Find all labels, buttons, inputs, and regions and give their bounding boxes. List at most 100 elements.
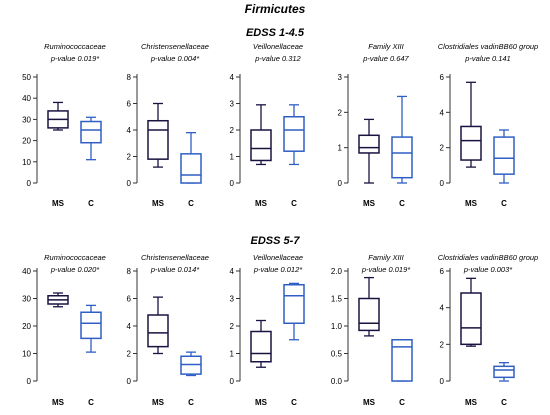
y-tick-label: 0 <box>27 179 32 188</box>
plot-1: Ruminococcaceae p-value 0.019* 0 10 20 30 40 50… <box>22 42 106 208</box>
figure-title: Firmicutes <box>244 2 306 16</box>
plot-5: Clostridiales vadinBB60 group p-value 0.1… <box>438 42 538 208</box>
group-title-edss-5-7: EDSS 5-7 <box>250 235 300 247</box>
p-value-label: p-value 0.012* <box>253 265 303 274</box>
category-label-c: C <box>88 199 94 208</box>
y-tick-label: 50 <box>22 73 31 82</box>
y-tick-label: 6 <box>127 100 132 109</box>
y-tick-label: 2 <box>338 108 343 117</box>
y-tick-label: 3 <box>338 73 343 82</box>
box-iqr <box>80 311 102 340</box>
box-c <box>180 131 202 184</box>
panel-title: Ruminococcaceae <box>44 253 106 262</box>
box-c <box>80 304 102 353</box>
category-label-ms: MS <box>152 398 165 407</box>
box-ms <box>358 118 380 184</box>
box-iqr <box>358 134 380 154</box>
y-tick-label: 4 <box>440 304 445 313</box>
category-label-ms: MS <box>465 398 478 407</box>
y-tick-label: 3 <box>230 100 235 109</box>
y-tick-label: 0 <box>27 377 32 386</box>
y-tick-label: 0.5 <box>331 350 343 359</box>
box-iqr <box>391 339 413 382</box>
box-iqr <box>147 119 169 160</box>
box-ms <box>460 81 482 168</box>
y-tick-label: 0 <box>127 179 132 188</box>
y-tick-label: 1 <box>230 350 235 359</box>
plot-4: Family XIII p-value 0.647 0 1 2 3 MS C <box>338 42 413 208</box>
box-ms <box>358 276 380 337</box>
box-iqr <box>460 292 482 346</box>
box-iqr <box>493 136 515 175</box>
category-label-c: C <box>188 199 194 208</box>
y-tick-label: 2 <box>440 144 445 153</box>
p-value-label: p-value 0.004* <box>150 54 200 63</box>
box-iqr <box>283 284 305 324</box>
y-tick-label: 4 <box>127 126 132 135</box>
category-label-ms: MS <box>363 199 376 208</box>
y-tick-label: 2 <box>440 340 445 349</box>
y-tick-label: 0 <box>440 377 445 386</box>
box-iqr <box>80 120 102 144</box>
category-label-ms: MS <box>363 398 376 407</box>
y-tick-label: 8 <box>127 267 132 276</box>
box-iqr <box>250 129 272 162</box>
panel-title: Clostridiales vadinBB60 group <box>438 42 538 51</box>
y-tick-label: 1.0 <box>331 322 343 331</box>
category-label-ms: MS <box>152 199 165 208</box>
p-value-label: p-value 0.019* <box>50 54 100 63</box>
p-value-label: p-value 0.647 <box>362 54 409 63</box>
category-label-ms: MS <box>255 199 268 208</box>
y-tick-label: 0 <box>440 179 445 188</box>
category-label-ms: MS <box>465 199 478 208</box>
box-c <box>80 116 102 161</box>
category-label-c: C <box>88 398 94 407</box>
box-c <box>180 351 202 377</box>
p-value-label: p-value 0.141 <box>464 54 510 63</box>
plot-3: Veillonellaceae p-value 0.312 0 1 2 3 4 MS C <box>230 42 305 208</box>
category-label-c: C <box>501 199 507 208</box>
y-tick-label: 2.0 <box>331 267 343 276</box>
y-tick-label: 6 <box>440 73 445 82</box>
box-c <box>391 339 413 382</box>
plot-6: Ruminococcaceae p-value 0.020* 0 10 20 30 40 MS… <box>22 253 106 407</box>
p-value-label: p-value 0.312 <box>254 54 301 63</box>
p-value-label: p-value 0.019* <box>361 265 411 274</box>
y-tick-label: 0 <box>230 377 235 386</box>
y-tick-label: 40 <box>22 94 31 103</box>
box-c <box>283 282 305 341</box>
y-tick-label: 10 <box>22 350 31 359</box>
y-tick-label: 30 <box>22 115 31 124</box>
y-tick-label: 4 <box>230 267 235 276</box>
plot-9: Family XIII p-value 0.019* 0.0 0.5 1.0 1.5 2.0… <box>331 253 413 407</box>
panel-title: Christensenellaceae <box>141 42 209 51</box>
y-tick-label: 30 <box>22 295 31 304</box>
box-ms <box>460 277 482 347</box>
plot-10: Clostridiales vadinBB60 group p-value 0.0… <box>438 253 538 407</box>
category-label-c: C <box>188 398 194 407</box>
panel-title: Family XIII <box>368 42 403 51</box>
plot-2: Christensenellaceae p-value 0.004* 0 2 4 6 8 MS… <box>127 42 209 208</box>
y-tick-label: 0.0 <box>331 377 343 386</box>
y-tick-label: 20 <box>22 322 31 331</box>
y-tick-label: 20 <box>22 137 31 146</box>
category-label-c: C <box>501 398 507 407</box>
box-iqr <box>358 297 380 332</box>
box-ms <box>147 102 169 168</box>
panel-title: Ruminococcaceae <box>44 42 106 51</box>
box-c <box>493 129 515 184</box>
box-ms <box>47 101 69 131</box>
y-tick-label: 0 <box>230 179 235 188</box>
box-iqr <box>250 330 272 363</box>
category-label-c: C <box>291 398 297 407</box>
panel-title: Family XIII <box>368 253 403 262</box>
p-value-label: p-value 0.020* <box>50 265 100 274</box>
y-tick-label: 1 <box>230 153 235 162</box>
y-tick-label: 8 <box>127 73 132 82</box>
box-c <box>283 104 305 166</box>
y-tick-label: 0 <box>338 179 343 188</box>
y-tick-label: 4 <box>127 322 132 331</box>
p-value-label: p-value 0.014* <box>150 265 200 274</box>
group-title-edss-1-4-5: EDSS 1-4.5 <box>245 27 305 39</box>
panel-title: Christensenellaceae <box>141 253 209 262</box>
